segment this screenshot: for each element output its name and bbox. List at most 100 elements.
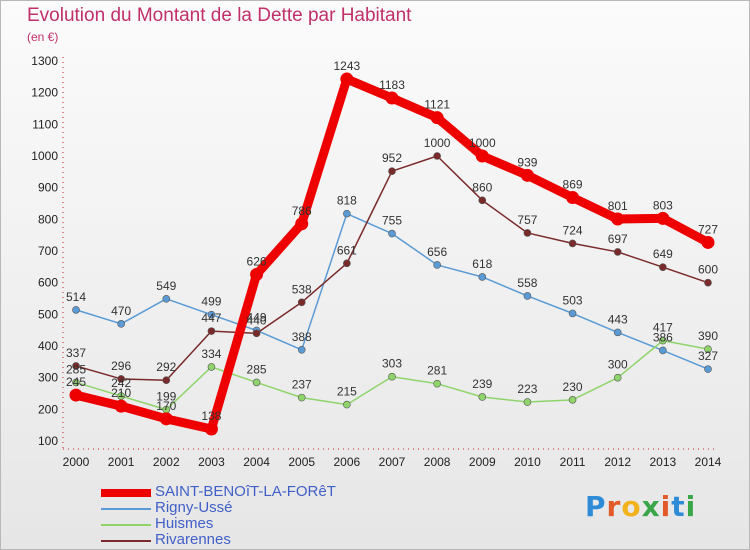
data-point: [72, 306, 80, 314]
data-label: 538: [292, 282, 312, 296]
x-tick-label: 2007: [379, 455, 406, 469]
data-point: [114, 399, 128, 413]
data-point: [69, 388, 83, 402]
x-tick-label: 2010: [514, 455, 541, 469]
x-tick-label: 2009: [469, 455, 496, 469]
data-point: [523, 229, 532, 237]
y-tick-label: 600: [38, 276, 58, 290]
data-label: 449: [247, 310, 267, 324]
legend-label: Rigny-Ussé: [155, 499, 233, 516]
data-point: [162, 376, 171, 385]
data-point: [523, 292, 532, 300]
y-tick-label: 100: [38, 434, 58, 448]
logo-letter: t: [671, 490, 686, 523]
x-tick-label: 2011: [560, 455, 586, 469]
data-label: 656: [427, 245, 447, 259]
data-point: [204, 422, 218, 436]
data-label: 296: [111, 359, 131, 373]
x-tick-label: 2014: [695, 455, 722, 469]
data-label: 1121: [424, 98, 450, 112]
data-point: [159, 412, 173, 426]
legend-label: Rivarennes: [155, 531, 231, 548]
data-point: [704, 345, 712, 353]
data-point: [385, 91, 399, 105]
data-point: [340, 72, 354, 86]
data-point: [613, 248, 622, 256]
data-label: 300: [608, 358, 628, 372]
x-tick-label: 2000: [63, 455, 90, 469]
data-point: [659, 336, 667, 345]
data-point: [207, 310, 216, 319]
data-label: 860: [472, 180, 492, 194]
data-point: [388, 167, 396, 175]
data-label: 600: [698, 263, 718, 277]
legend-swatch: [101, 540, 151, 542]
x-tick-label: 2005: [288, 455, 315, 469]
data-label: 724: [563, 223, 583, 237]
data-point: [72, 362, 80, 370]
data-label: 661: [337, 243, 357, 257]
y-tick-label: 900: [38, 181, 58, 195]
legend-label: SAINT-BENOîT-LA-FORêT: [155, 483, 336, 500]
data-label: 818: [337, 194, 357, 208]
x-tick-label: 2002: [153, 455, 180, 469]
y-tick-label: 500: [38, 307, 58, 321]
data-label: 285: [66, 362, 86, 376]
legend-swatch: [101, 508, 151, 510]
y-tick-label: 700: [38, 244, 58, 258]
data-label: 503: [563, 293, 583, 307]
data-point: [659, 263, 667, 271]
data-label: 618: [472, 257, 492, 271]
data-label: 303: [382, 357, 402, 371]
data-label: 245: [66, 375, 86, 389]
data-point: [659, 346, 667, 355]
x-tick-label: 2001: [108, 455, 135, 469]
legend-label: Huismes: [155, 515, 214, 532]
data-point: [433, 152, 441, 160]
data-point: [207, 363, 216, 371]
x-tick-label: 2012: [604, 455, 631, 469]
y-tick-label: 400: [38, 339, 58, 353]
data-point: [72, 378, 80, 387]
data-label: 138: [201, 409, 221, 423]
data-label: 170: [156, 399, 176, 413]
data-point: [343, 259, 351, 268]
proxiti-logo: Proxiti: [585, 490, 696, 523]
data-label: 649: [653, 247, 673, 261]
data-label: 334: [201, 347, 221, 361]
data-label: 388: [292, 330, 312, 344]
data-point: [117, 375, 125, 383]
data-label: 447: [201, 311, 221, 325]
y-tick-label: 800: [38, 212, 58, 226]
y-tick-label: 300: [38, 371, 58, 385]
data-point: [613, 373, 622, 382]
data-point: [568, 239, 577, 248]
data-label: 952: [382, 151, 402, 165]
data-point: [343, 209, 351, 218]
data-point: [478, 273, 487, 281]
logo-letter: o: [621, 490, 642, 523]
x-tick-label: 2006: [334, 455, 361, 469]
logo-letter: i: [660, 490, 672, 523]
data-label: 755: [382, 214, 402, 228]
x-tick-label: 2004: [243, 455, 270, 469]
legend-swatch: [101, 524, 151, 526]
data-label: 558: [517, 276, 537, 290]
data-point: [297, 393, 306, 402]
data-point: [343, 400, 351, 409]
y-tick-label: 1300: [31, 54, 58, 68]
data-label: 440: [247, 313, 267, 327]
data-label: 237: [292, 378, 312, 392]
y-tick-label: 1000: [31, 149, 58, 163]
data-point: [162, 295, 171, 303]
data-point: [388, 372, 396, 381]
data-point: [295, 217, 309, 231]
data-label: 786: [292, 204, 312, 218]
data-label: 417: [653, 321, 673, 335]
data-point: [297, 345, 306, 354]
data-label: 223: [517, 382, 537, 396]
data-point: [475, 149, 489, 163]
data-point: [523, 398, 532, 406]
data-label: 1000: [424, 136, 451, 150]
